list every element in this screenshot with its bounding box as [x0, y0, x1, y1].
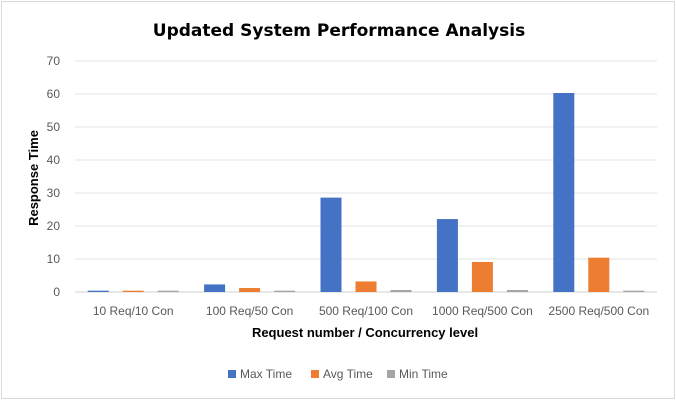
bar-avg-time — [355, 281, 377, 292]
y-tick-label: 30 — [47, 186, 61, 200]
y-axis-label: Response Time — [26, 130, 41, 226]
x-tick-label: 100 Req/50 Con — [206, 304, 293, 318]
y-tick-label: 10 — [47, 252, 61, 266]
y-axis-ticks: 0 10 20 30 40 50 60 70 — [47, 54, 61, 299]
y-tick-label: 40 — [47, 153, 61, 167]
bar-min-time — [274, 290, 296, 292]
bar-avg-time — [588, 257, 610, 292]
x-axis-ticks: 10 Req/10 Con 100 Req/50 Con 500 Req/100 C… — [93, 304, 649, 318]
bar-chart: Updated System Performance Analysis 0 10 2… — [26, 21, 657, 381]
bar-max-time — [87, 290, 109, 292]
gridlines — [75, 60, 657, 293]
legend-swatch-max-time — [228, 370, 236, 378]
bar-min-time — [506, 290, 528, 292]
bar-avg-time — [471, 261, 493, 292]
x-tick-label: 1000 Req/500 Con — [432, 304, 533, 318]
y-tick-label: 0 — [53, 285, 60, 299]
legend: Max Time Avg Time Min Time — [228, 367, 448, 381]
x-tick-label: 500 Req/100 Con — [319, 304, 413, 318]
y-tick-label: 20 — [47, 219, 61, 233]
bar-max-time — [320, 197, 342, 292]
chart-title: Updated System Performance Analysis — [153, 21, 525, 41]
bar-max-time — [553, 93, 575, 292]
legend-label: Avg Time — [323, 367, 373, 381]
bar-avg-time — [239, 288, 261, 292]
legend-label: Max Time — [240, 367, 292, 381]
y-tick-label: 60 — [47, 87, 61, 101]
legend-swatch-avg-time — [311, 370, 319, 378]
y-tick-label: 50 — [47, 120, 61, 134]
x-axis-label: Request number / Concurrency level — [252, 325, 478, 340]
bar-min-time — [390, 290, 412, 292]
y-tick-label: 70 — [47, 54, 61, 68]
bars — [87, 93, 645, 292]
bar-max-time — [204, 284, 226, 292]
legend-label: Min Time — [399, 367, 448, 381]
bar-max-time — [436, 219, 458, 292]
x-tick-label: 2500 Req/500 Con — [548, 304, 649, 318]
x-tick-label: 10 Req/10 Con — [93, 304, 174, 318]
bar-min-time — [623, 290, 645, 292]
bar-avg-time — [122, 290, 144, 292]
legend-swatch-min-time — [387, 370, 395, 378]
bar-min-time — [157, 290, 179, 292]
